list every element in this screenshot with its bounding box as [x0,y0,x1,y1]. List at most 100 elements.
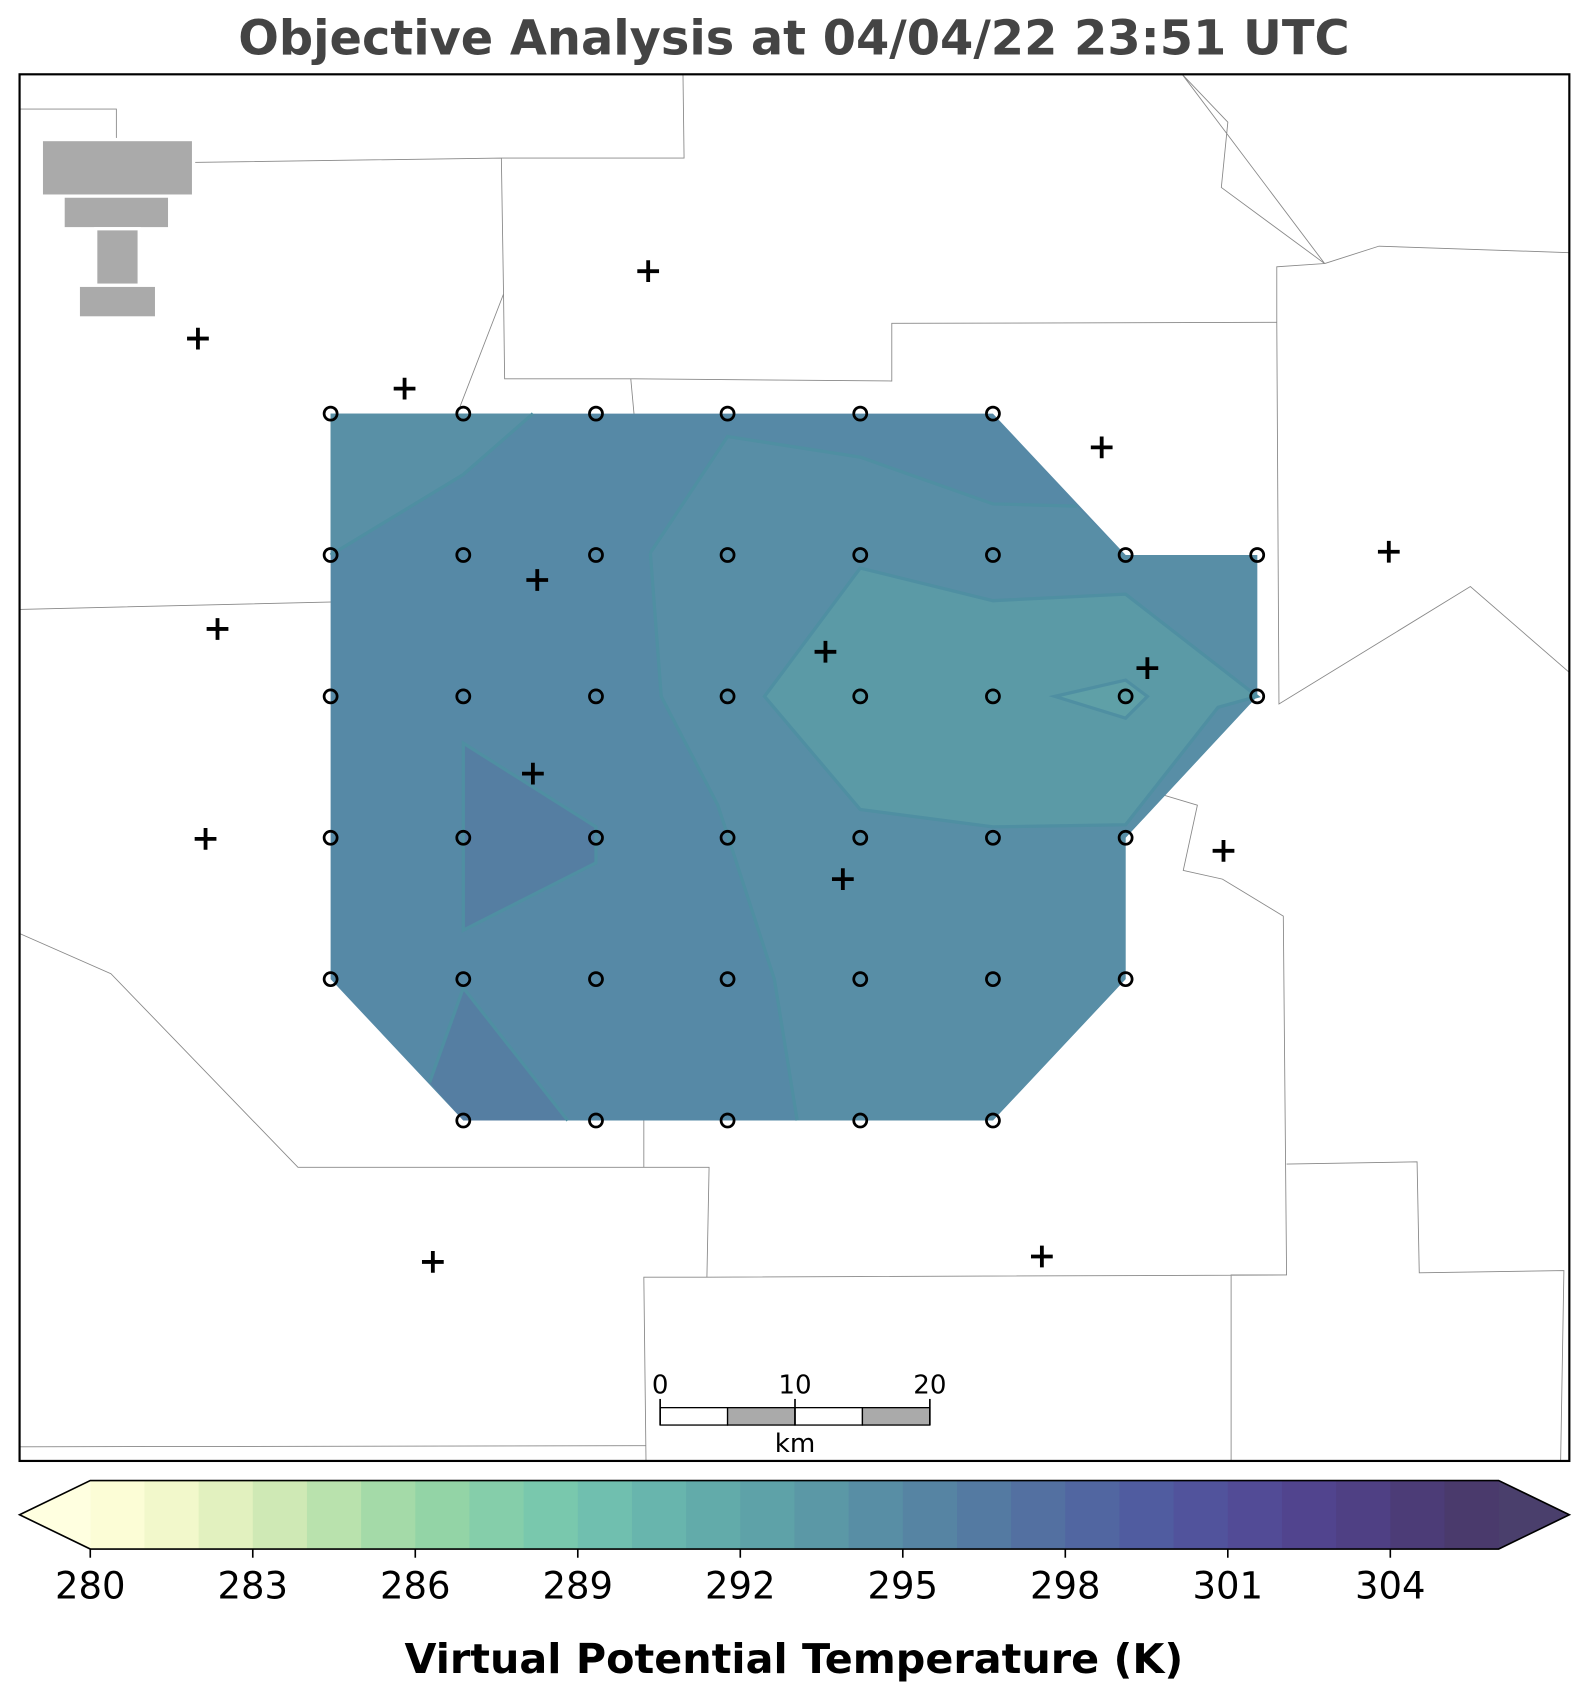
grid-point [985,971,1001,988]
grid-point [588,405,604,422]
grid-point [322,405,339,422]
grid-point [985,688,1001,705]
map [19,74,1570,1461]
station-marker [1030,1245,1053,1268]
colorbar: 280 283 286 289 292 295 298 301 304 [17,1479,1572,1608]
grid-point [852,829,869,846]
colorbar-segment [686,1480,741,1550]
contour-line [329,412,1261,1122]
grid-point [852,971,869,988]
grid-point [455,829,472,846]
station-marker [393,377,416,400]
grid-point [1117,547,1134,563]
logo-bar [39,137,196,198]
contour-fill [764,568,1258,827]
colorbar-segment [1173,1480,1229,1550]
colorbar-segment [1336,1480,1391,1550]
grid-point [322,688,339,705]
logo-bar [61,194,172,231]
colorbar-tick-label: 301 [1193,1565,1264,1608]
station-marker [194,827,217,850]
colorbar-tick-label: 298 [1030,1565,1101,1608]
colorbar-segment [740,1480,795,1550]
grid-point [588,971,604,988]
map-frame [18,73,1571,1463]
station-marker [206,618,229,640]
grid-point [588,547,604,563]
grid-point [588,829,604,846]
grid-point [322,829,339,846]
grid-point [455,1112,472,1129]
colorbar-tick-label: 304 [1355,1565,1426,1608]
scale-tick-label: 20 [913,1370,946,1400]
colorbar-segment [1065,1480,1121,1550]
colorbar-segment [956,1480,1012,1550]
station-marker [1136,657,1159,679]
colorbar-segment [1227,1480,1283,1550]
colorbar-segment [902,1480,958,1550]
logo [39,137,196,320]
scale-tick-label: 10 [778,1370,811,1400]
grid-point [1117,971,1134,988]
colorbar-tick-label: 289 [543,1565,614,1608]
station-marker [522,762,544,785]
colorbar-segment [631,1480,687,1550]
grid-point [322,971,339,988]
colorbar-segment [361,1480,416,1550]
grid-point [588,1112,604,1129]
colorbar-tick-label: 295 [868,1565,939,1608]
grid-point [588,688,604,705]
scale-segment [861,1406,931,1426]
grid-point [719,1112,736,1129]
scale-unit: km [775,1429,816,1459]
grid-point [455,971,472,988]
colorbar-segment [198,1480,254,1550]
grid-point [985,405,1001,422]
colorbar-segment [794,1480,850,1550]
grid-point [985,547,1001,563]
station-marker [421,1251,444,1273]
grid-point [985,829,1001,846]
grid-point [852,405,869,422]
grid-point [719,971,736,988]
station-marker [1377,540,1400,563]
station-marker [1212,839,1235,862]
grid-point [1249,547,1266,563]
colorbar-tick-label: 280 [55,1565,126,1608]
colorbar-segment [469,1480,525,1550]
colorbar-segment [144,1480,200,1550]
station-marker [637,260,660,283]
logo-base [76,283,159,320]
colorbar-extend-high [1498,1480,1570,1550]
grid-point [719,547,736,563]
colorbar-tick-label: 292 [705,1565,776,1608]
grid-point [852,547,869,563]
scale-bar: km 0 10 20 [652,1370,947,1459]
colorbar-label: Virtual Potential Temperature (K) [404,1635,1183,1683]
colorbar-segment [252,1480,308,1550]
station-marker [526,569,549,591]
station-marker [831,868,854,890]
colorbar-segment [415,1480,470,1550]
title: Objective Analysis at 04/04/22 23:51 UTC [238,12,1349,67]
contour-fill [330,413,533,556]
colorbar-segment [1281,1480,1337,1550]
colorbar-segment [523,1480,579,1550]
colorbar-segment [848,1480,904,1550]
scale-tick-label: 0 [652,1370,669,1400]
colorbar-segment [577,1480,633,1550]
scale-segment [726,1406,796,1426]
grid-point [455,405,472,422]
colorbar-segment [1390,1480,1446,1550]
grid-point [1249,688,1266,705]
scale-segment [794,1406,864,1426]
grid-point [985,1112,1001,1129]
colorbar-tick-label: 283 [217,1565,288,1608]
grid-point [719,405,736,422]
colorbar-segment [1119,1480,1175,1550]
station-marker [1090,436,1113,459]
contour-fill [463,743,596,931]
grid-point [719,829,736,846]
logo-stem [94,227,141,287]
